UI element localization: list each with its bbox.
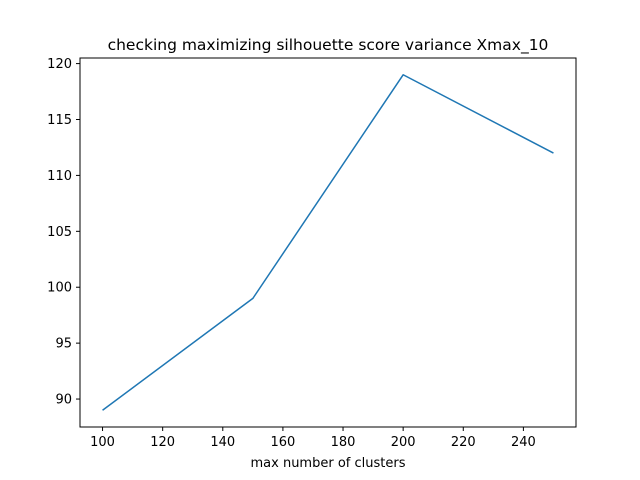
y-tick-label: 110 (47, 169, 72, 184)
y-tick-label: 90 (55, 393, 72, 408)
series-line (102, 74, 554, 411)
y-tick-label: 115 (47, 113, 72, 128)
x-tick-label: 140 (210, 435, 235, 450)
x-tick-label: 100 (90, 435, 115, 450)
series-layer (102, 74, 554, 411)
x-tick-label: 180 (331, 435, 356, 450)
x-axis-label: max number of clusters (251, 456, 406, 471)
plot-frame (79, 57, 577, 428)
y-tick-label: 100 (47, 281, 72, 296)
x-tick-label: 200 (391, 435, 416, 450)
x-tick-label: 120 (150, 435, 175, 450)
y-axis: 90 95 100 105 110 115 120 (47, 57, 80, 408)
y-tick-label: 105 (47, 225, 72, 240)
y-tick-label: 120 (47, 57, 72, 72)
x-tick-label: 160 (270, 435, 295, 450)
y-tick-label: 95 (55, 337, 72, 352)
chart-title: checking maximizing silhouette score var… (108, 36, 549, 55)
x-tick-label: 240 (511, 435, 536, 450)
x-axis: 100 120 140 160 180 200 220 240 (90, 427, 536, 450)
x-tick-label: 220 (451, 435, 476, 450)
